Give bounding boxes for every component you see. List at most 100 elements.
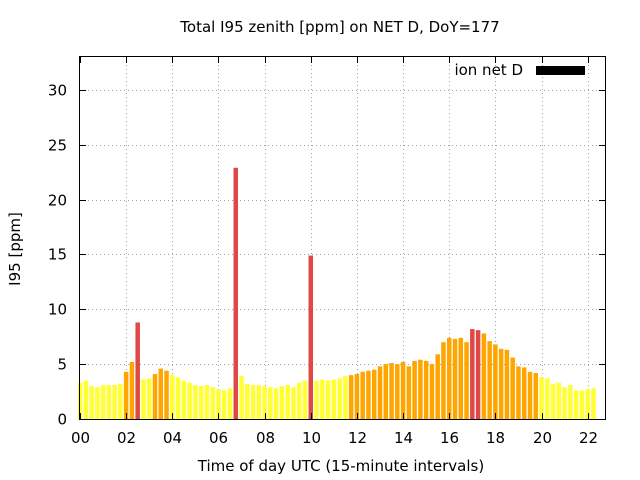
y-tick-label: 20 xyxy=(48,192,67,210)
x-tick-label: 14 xyxy=(394,429,413,447)
bar xyxy=(279,386,285,419)
bar xyxy=(562,387,567,419)
legend-swatch xyxy=(536,66,585,75)
bar xyxy=(216,389,221,419)
bar xyxy=(175,377,181,419)
bar xyxy=(100,384,106,419)
bar xyxy=(371,369,377,419)
y-tick-label: 5 xyxy=(57,356,67,374)
bar xyxy=(487,341,492,419)
bar xyxy=(118,383,123,419)
bar xyxy=(389,363,394,419)
bar xyxy=(539,377,544,419)
bar xyxy=(418,359,423,419)
bar xyxy=(187,382,192,419)
bar xyxy=(493,344,498,419)
bar xyxy=(550,383,556,419)
x-tick-label: 06 xyxy=(209,429,228,447)
y-tick-label: 30 xyxy=(48,82,67,100)
bar xyxy=(181,380,187,419)
bar xyxy=(533,372,539,419)
legend-label: ion net D xyxy=(454,61,523,79)
bar xyxy=(227,388,233,419)
bar xyxy=(452,338,458,419)
bar xyxy=(245,383,250,419)
bar xyxy=(302,380,308,419)
x-tick-label: 00 xyxy=(71,429,90,447)
bar xyxy=(470,329,475,419)
bar xyxy=(320,379,325,419)
bar xyxy=(123,371,129,419)
bar xyxy=(464,342,469,419)
bar xyxy=(441,342,446,419)
bar xyxy=(412,360,417,419)
y-axis-label: I95 [ppm] xyxy=(6,212,24,286)
bar xyxy=(112,384,117,419)
y-tick-label: 10 xyxy=(48,301,67,319)
bar xyxy=(585,389,590,419)
bar xyxy=(210,387,215,419)
bar xyxy=(141,379,146,419)
bar xyxy=(268,387,273,419)
ticks: 0 5 10 15 20 25 30 00 02 04 06 08 10 12 14 16 18 20 22 xyxy=(48,57,605,447)
bar xyxy=(527,371,533,419)
bar xyxy=(591,388,596,419)
bar xyxy=(325,380,331,419)
x-tick-label: 18 xyxy=(486,429,505,447)
bar xyxy=(545,378,550,419)
x-tick-label: 22 xyxy=(579,429,598,447)
y-tick-label: 25 xyxy=(48,137,67,155)
bar xyxy=(331,379,337,419)
bar xyxy=(568,384,573,419)
bar xyxy=(360,371,365,419)
bar xyxy=(233,167,239,419)
legend: ion net D xyxy=(454,61,585,79)
bar xyxy=(129,361,135,419)
bar xyxy=(516,366,521,419)
grid xyxy=(80,57,605,419)
bar xyxy=(135,322,140,419)
bar xyxy=(221,390,227,419)
bar xyxy=(95,387,100,419)
bar xyxy=(198,386,204,419)
x-tick-label: 16 xyxy=(440,429,459,447)
bar xyxy=(429,364,435,419)
bar xyxy=(285,384,290,419)
bar xyxy=(256,384,262,419)
bar xyxy=(106,384,112,419)
bar xyxy=(158,368,164,419)
bar xyxy=(152,374,158,419)
bar xyxy=(458,337,464,419)
bar xyxy=(343,376,348,419)
bar xyxy=(573,390,579,419)
bar xyxy=(291,387,296,419)
bar xyxy=(395,364,400,419)
bar xyxy=(366,370,371,419)
bar xyxy=(354,374,360,419)
bar xyxy=(89,386,94,419)
bar xyxy=(204,384,210,419)
x-tick-label: 02 xyxy=(117,429,136,447)
bar xyxy=(273,388,279,419)
bar xyxy=(164,370,169,419)
bar xyxy=(170,375,175,419)
bar xyxy=(400,361,406,419)
bar xyxy=(377,366,383,419)
y-tick-label: 0 xyxy=(57,411,67,429)
bar xyxy=(193,384,198,419)
x-tick-label: 04 xyxy=(163,429,182,447)
bar xyxy=(510,357,515,419)
bar xyxy=(239,376,244,419)
bar xyxy=(498,348,504,419)
bar xyxy=(521,367,527,419)
bars xyxy=(77,167,596,419)
bar xyxy=(83,380,89,419)
bar xyxy=(296,382,302,419)
bar xyxy=(146,378,152,419)
y-tick-label: 15 xyxy=(48,246,67,264)
x-tick-label: 20 xyxy=(533,429,552,447)
bar xyxy=(446,337,452,419)
bar xyxy=(348,375,354,419)
bar xyxy=(435,354,440,419)
